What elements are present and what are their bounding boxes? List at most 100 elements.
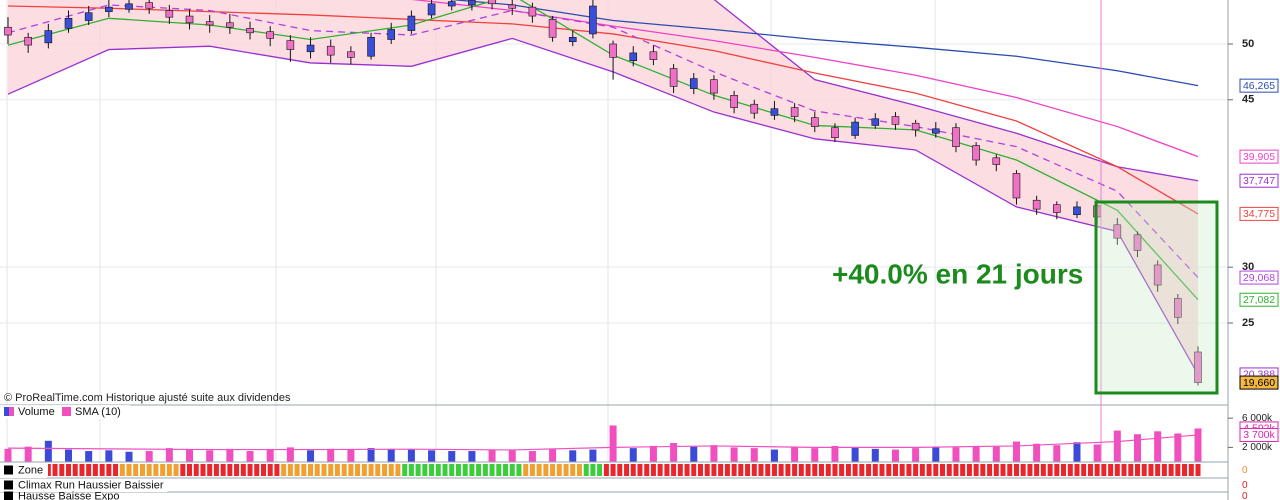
zone-cell — [449, 464, 455, 476]
zone-cell — [872, 464, 878, 476]
volume-bar — [770, 449, 778, 462]
volume-bar — [549, 448, 557, 462]
zone-cell — [980, 464, 986, 476]
volume-bar — [105, 450, 113, 462]
zone-cell — [1175, 464, 1181, 476]
zone-cell — [1081, 464, 1087, 476]
zone-cell — [738, 464, 744, 476]
volume-bar — [1113, 430, 1121, 462]
volume-bar — [266, 449, 274, 462]
zone-cell — [429, 464, 435, 476]
zone-cell — [1094, 464, 1100, 476]
volume-bar — [528, 451, 536, 462]
zone-cell — [489, 464, 495, 476]
zone-cell — [583, 464, 589, 476]
zone-cell — [556, 464, 562, 476]
volume-bar — [448, 451, 456, 462]
zone-cell — [462, 464, 468, 476]
value-tag: 27,082 — [1243, 294, 1275, 306]
value-tag: 46,265 — [1243, 80, 1275, 92]
zone-cell — [987, 464, 993, 476]
zone-cell — [650, 464, 656, 476]
zone-cell — [308, 464, 314, 476]
zone-cell — [314, 464, 320, 476]
volume-bar — [750, 448, 758, 462]
zone-cell — [664, 464, 670, 476]
volume-bar — [811, 448, 819, 462]
sma-line — [7, 434, 1199, 451]
candle-body — [508, 4, 517, 9]
strip-label: Hausse Baisse Expo — [18, 490, 120, 500]
candle-body — [226, 22, 234, 28]
zone-cell — [368, 464, 374, 476]
zone-cell — [792, 464, 798, 476]
footnote: © ProRealTime.com Historique ajusté suit… — [4, 392, 291, 404]
zone-cell — [509, 464, 515, 476]
zone-cell — [1047, 464, 1053, 476]
zone-cell — [1121, 464, 1127, 476]
zone-cell — [785, 464, 791, 476]
y-tick-label: 25 — [1242, 317, 1254, 329]
zone-cell — [254, 464, 260, 476]
zone-cell — [1007, 464, 1013, 476]
zone-cell — [771, 464, 777, 476]
zone-cell — [402, 464, 408, 476]
indicator-line — [411, 0, 1199, 158]
zone-cell — [684, 464, 690, 476]
indicator-line — [713, 0, 1199, 182]
price-tag: 34,775 — [1239, 206, 1279, 221]
y-tick-label: 30 — [1242, 261, 1254, 273]
zone-cell — [1054, 464, 1060, 476]
candle-body — [871, 118, 880, 126]
zone-cell — [543, 464, 549, 476]
zone-cell — [119, 464, 125, 476]
zone-cell — [86, 464, 92, 476]
zone-cell — [839, 464, 845, 476]
volume-bar — [871, 448, 879, 462]
zone-cell — [1013, 464, 1019, 476]
candle-body — [105, 6, 113, 12]
candle-body — [407, 15, 416, 31]
zone-cell — [751, 464, 757, 476]
zone-cell — [624, 464, 630, 476]
zone-cell — [388, 464, 394, 476]
zone-cell — [610, 464, 616, 476]
candle-body — [629, 52, 638, 62]
zone-cell — [281, 464, 287, 476]
volume-bar — [649, 445, 657, 462]
zone-cell — [718, 464, 724, 476]
zone-cell — [597, 464, 603, 476]
zone-cell — [1161, 464, 1167, 476]
volume-bar — [85, 451, 93, 462]
y-tick-label: 6 000k — [1242, 413, 1273, 424]
volume-bar — [488, 449, 496, 462]
zone-cell — [166, 464, 172, 476]
volume-legend: Volume SMA (10) — [0, 405, 130, 419]
y-tick-label: 45 — [1242, 94, 1254, 106]
candle-body — [730, 95, 738, 108]
zone-cell — [301, 464, 307, 476]
zone-cell — [133, 464, 139, 476]
zone-cell — [113, 464, 119, 476]
legend-swatch — [9, 407, 14, 416]
candle-body — [851, 121, 859, 136]
price-plot — [4, 0, 1202, 386]
candle-body — [1153, 264, 1162, 286]
price-tag: 29,068 — [1239, 270, 1279, 285]
strip-label: Climax Run Haussier Baissier — [18, 479, 164, 491]
volume-bar — [831, 445, 839, 462]
value-tag-box — [1239, 427, 1279, 442]
zone-cell — [825, 464, 831, 476]
zone-cell — [1168, 464, 1174, 476]
candle-body — [64, 18, 73, 29]
zone-cell — [899, 464, 905, 476]
volume-bar — [1012, 441, 1020, 462]
volume-bar — [992, 446, 1000, 462]
volume-bar — [1053, 445, 1061, 462]
zone-cell — [1108, 464, 1114, 476]
zone-cell — [1188, 464, 1194, 476]
indicator-line — [7, 4, 1199, 279]
price-tag: 19,660 — [1239, 375, 1279, 390]
zone-cell — [1087, 464, 1093, 476]
zone-cell — [677, 464, 683, 476]
